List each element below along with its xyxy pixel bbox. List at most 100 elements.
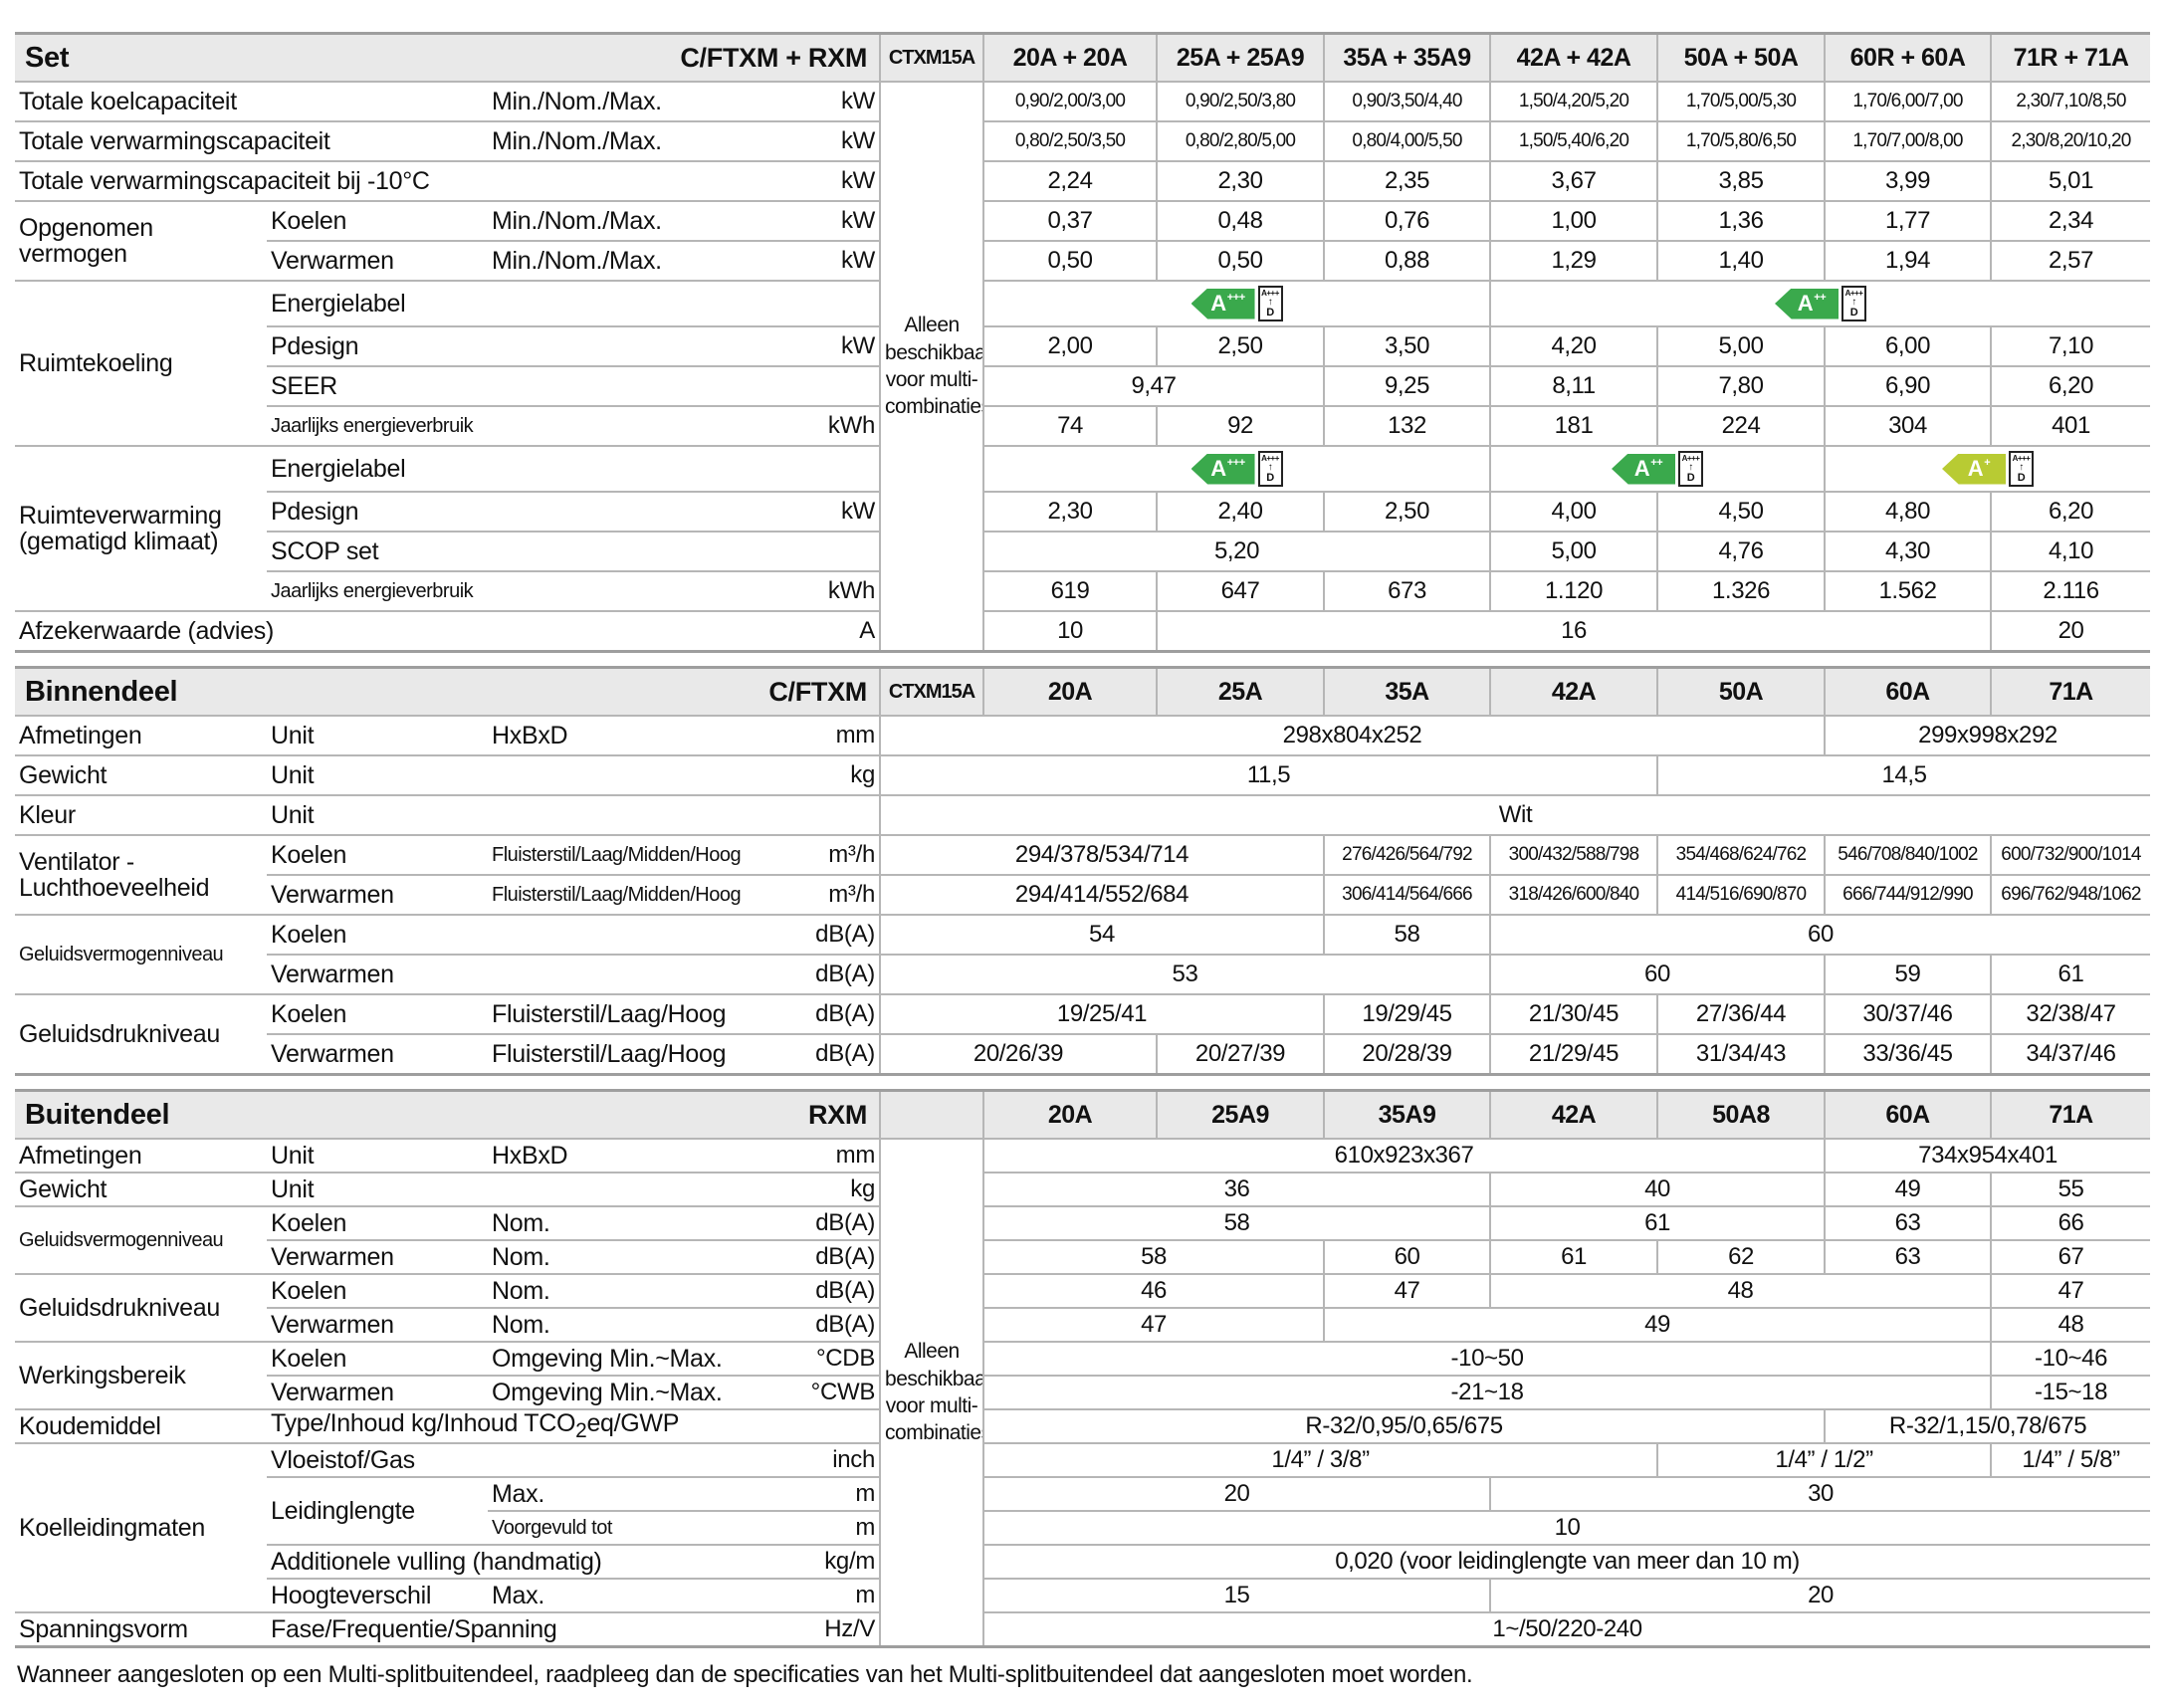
spec-value-cell: 61 xyxy=(1489,1205,1826,1240)
spec-value-cell: 63 xyxy=(1824,1205,1992,1240)
spec-value-cell: 58 xyxy=(1323,914,1490,955)
spec-value-cell: 306/414/564/666 xyxy=(1323,874,1490,915)
unit-label: A xyxy=(786,610,881,652)
energy-rating-icon: A ++ A+++ ↑ D xyxy=(1775,286,1867,321)
spec-value-cell: 1.326 xyxy=(1656,570,1826,611)
column-header: 50A + 50A xyxy=(1656,33,1826,82)
spec-value-cell: 74 xyxy=(982,405,1158,446)
row-label: Min./Nom./Max. xyxy=(488,120,786,161)
row-label: Vloeistof/Gas xyxy=(267,1442,786,1477)
energy-scale-box: A+++ ↑ D xyxy=(1257,451,1283,487)
spec-value-cell: 9,25 xyxy=(1323,365,1491,406)
spec-value-cell: 1,00 xyxy=(1489,200,1658,241)
spec-value-cell: 11,5 xyxy=(879,754,1657,795)
energy-rating-icon: A +++ A+++ ↑ D xyxy=(1191,286,1283,321)
spec-value-cell: 0,50 xyxy=(982,240,1158,281)
spec-value-cell: 1,50/5,40/6,20 xyxy=(1489,120,1658,161)
spec-value-cell: 6,20 xyxy=(1990,365,2151,406)
spec-value-cell: 2,30/8,20/10,20 xyxy=(1990,120,2151,161)
spec-value-cell: 14,5 xyxy=(1656,754,2150,795)
spec-value-cell: 0,37 xyxy=(982,200,1158,241)
row-label: HxBxD xyxy=(488,1138,786,1173)
unit-label: kW xyxy=(786,200,881,241)
row-label: Gewicht xyxy=(15,1172,267,1206)
spec-value-cell: 6,00 xyxy=(1824,325,1992,366)
row-label: Unit xyxy=(267,794,786,835)
column-header: 60A xyxy=(1824,1090,1992,1139)
spec-value-cell: -10~50 xyxy=(982,1341,1992,1376)
spec-value-cell: 401 xyxy=(1990,405,2151,446)
row-label: Koelen xyxy=(267,993,488,1034)
spec-value-cell: 7,80 xyxy=(1656,365,1826,406)
spec-value-cell: 300/432/588/798 xyxy=(1489,834,1657,875)
column-header: 60A xyxy=(1824,667,1991,716)
energy-rating-icon: A + A+++ ↑ D xyxy=(1942,451,2035,487)
spec-value-cell: 20 xyxy=(982,1476,1491,1511)
unit-label xyxy=(786,531,881,571)
row-label: Geluidsvermogenniveau xyxy=(15,914,267,994)
unit-label: °CWB xyxy=(786,1375,881,1409)
row-label: Min./Nom./Max. xyxy=(488,200,786,241)
row-label: Geluidsdrukniveau xyxy=(15,993,267,1075)
spec-value-cell: 224 xyxy=(1656,405,1826,446)
row-label: Totale verwarmingscapaciteit xyxy=(15,120,488,161)
spec-value-cell: 0,88 xyxy=(1323,240,1491,281)
row-label: Unit xyxy=(267,715,488,755)
column-header: 35A + 35A9 xyxy=(1323,33,1491,82)
column-header: 60R + 60A xyxy=(1824,33,1992,82)
spec-value-cell: -21~18 xyxy=(982,1375,1992,1409)
spec-value-cell: 58 xyxy=(982,1239,1325,1274)
spec-value-cell: R-32/0,95/0,65/675 xyxy=(982,1408,1826,1443)
spec-value-cell: 600/732/900/1014 xyxy=(1990,834,2150,875)
energy-scale-top: A+++ xyxy=(1261,289,1279,298)
row-label: Min./Nom./Max. xyxy=(488,81,786,121)
spec-value-cell: 36 xyxy=(982,1172,1491,1206)
spec-value-cell: 3,85 xyxy=(1656,160,1826,201)
spec-value-cell: 5,01 xyxy=(1990,160,2151,201)
spec-value-cell: 62 xyxy=(1656,1239,1826,1274)
column-header: 25A + 25A9 xyxy=(1156,33,1325,82)
spec-value-cell: 1,70/7,00/8,00 xyxy=(1824,120,1992,161)
spec-sheet: Set C/FTXM + RXM CTXM15A 20A + 20A 25A + 25A… xyxy=(15,32,2151,1689)
spec-value-cell: 47 xyxy=(982,1307,1325,1342)
row-label: Werkingsbereik xyxy=(15,1341,267,1409)
row-label: Verwarmen xyxy=(267,1307,488,1342)
column-header: 20A xyxy=(982,1090,1158,1139)
model-code: C/FTXM xyxy=(768,676,867,707)
section-table-binnendeel: Binnendeel C/FTXM CTXM15A 20A 25A 35A 42A 50A 60… xyxy=(15,666,2150,1076)
spec-value-cell: 318/426/600/840 xyxy=(1489,874,1657,915)
energy-scale-arrow: ↑ xyxy=(1267,297,1273,308)
spec-value-cell: 619 xyxy=(982,570,1158,611)
spec-value-cell: 32/38/47 xyxy=(1990,993,2150,1034)
column-header: 50A8 xyxy=(1656,1090,1826,1139)
unit-label: kW xyxy=(786,120,881,161)
spec-value-cell: A + A+++ ↑ D xyxy=(1824,445,2151,492)
spec-value-cell: 20/28/39 xyxy=(1323,1033,1490,1075)
spec-value-cell: -10~46 xyxy=(1990,1341,2151,1376)
spec-value-cell: A +++ A+++ ↑ D xyxy=(982,280,1491,326)
row-label: Voorgevuld tot xyxy=(488,1510,786,1545)
row-label: Energielabel xyxy=(267,445,786,492)
unit-label: dB(A) xyxy=(786,914,880,955)
section-header-bar: Buitendeel RXM xyxy=(15,1099,879,1132)
spec-value-cell: 4,80 xyxy=(1824,491,1992,532)
row-label: Leidinglengte xyxy=(267,1476,488,1545)
spec-value-cell: 647 xyxy=(1156,570,1325,611)
row-label: Fluisterstil/Laag/Hoog xyxy=(488,993,786,1034)
energy-scale-arrow: ↑ xyxy=(2019,462,2024,473)
row-label: Afmetingen xyxy=(15,715,267,755)
energy-scale-bottom: D xyxy=(2017,472,2026,484)
spec-value-cell: 21/30/45 xyxy=(1489,993,1657,1034)
spec-value-cell: R-32/1,15/0,78/675 xyxy=(1824,1408,2151,1443)
unit-label: inch xyxy=(786,1442,881,1477)
energy-grade-pennant: A +++ xyxy=(1191,453,1255,485)
spec-value-cell: 20/27/39 xyxy=(1156,1033,1324,1075)
unit-label: kW xyxy=(786,240,881,281)
row-label: Nom. xyxy=(488,1273,786,1308)
column-header: 20A xyxy=(982,667,1157,716)
spec-value-cell: 1.562 xyxy=(1824,570,1992,611)
row-label: Verwarmen xyxy=(267,954,786,994)
spec-value-cell: 1,40 xyxy=(1656,240,1826,281)
spec-value-cell: 4,10 xyxy=(1990,531,2151,571)
spec-value-cell: 30/37/46 xyxy=(1824,993,1991,1034)
